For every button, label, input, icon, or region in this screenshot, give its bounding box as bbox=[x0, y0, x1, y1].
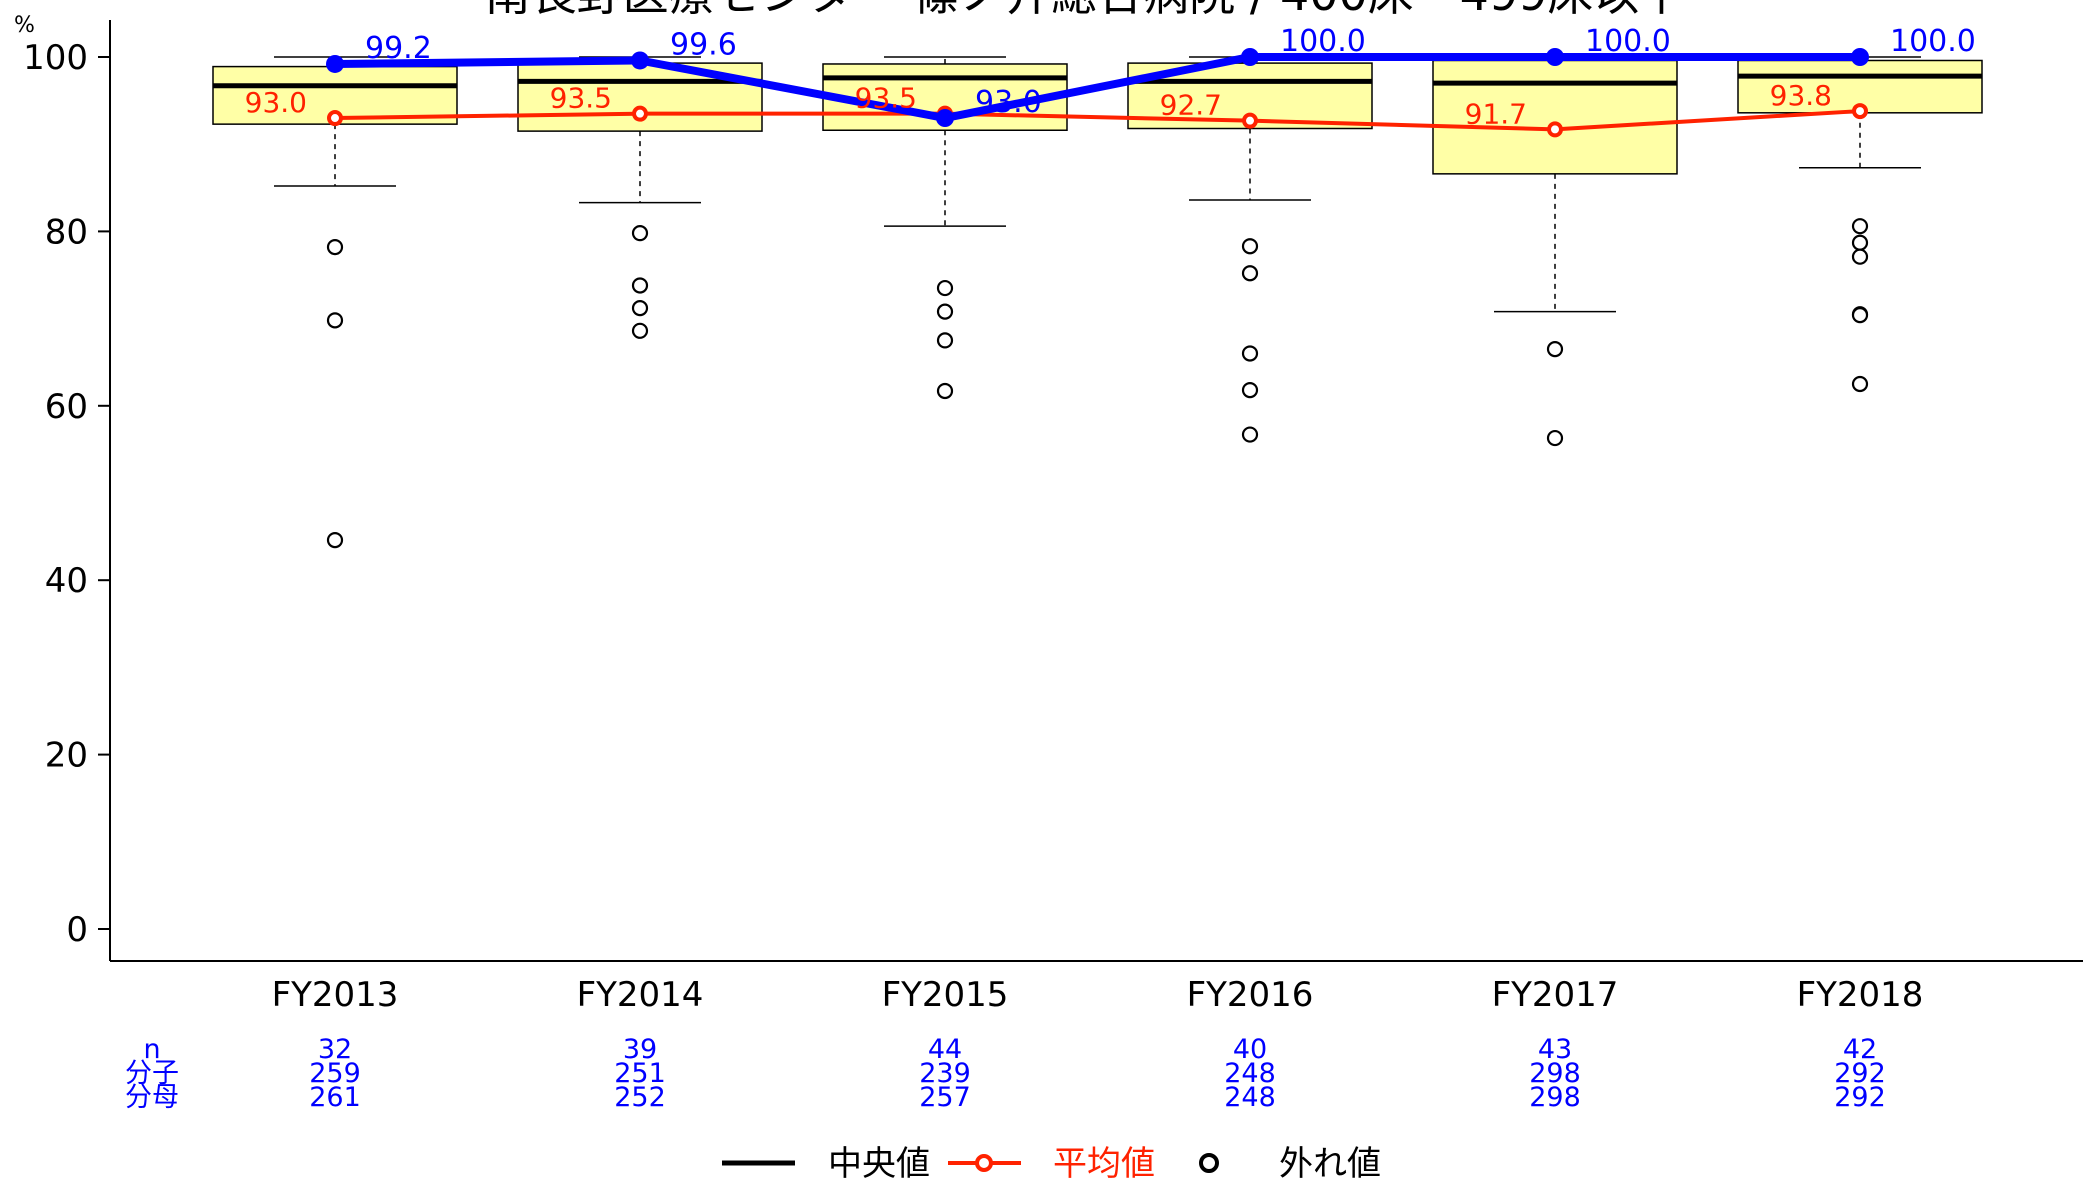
hospital-value-point bbox=[631, 51, 649, 70]
axes: 0 20 40 60 80 100 FY2013 FY2014 FY2015 FY2016 FY20… bbox=[23, 20, 2083, 1015]
mean-point bbox=[327, 110, 343, 127]
hospital-value-point bbox=[1851, 48, 1869, 66]
outlier-point bbox=[1851, 375, 1869, 393]
legend: 中央値 平均値 外れ値 bbox=[722, 1144, 1381, 1184]
table-cell: 298 bbox=[1529, 1058, 1581, 1089]
mean-value-label: 93.5 bbox=[550, 82, 612, 115]
hospital-value-point bbox=[936, 109, 954, 128]
hospital-value-label: 100.0 bbox=[1890, 24, 1976, 59]
table-cell: 251 bbox=[614, 1058, 666, 1089]
table-cell: 32 bbox=[318, 1034, 352, 1065]
hospital-value-label: 99.6 bbox=[670, 27, 737, 62]
outlier-point bbox=[1241, 382, 1259, 399]
series-lines bbox=[326, 48, 1869, 138]
table-row-label: 分母 bbox=[125, 1082, 179, 1113]
legend-outlier-label: 外れ値 bbox=[1279, 1144, 1381, 1180]
table-cell: 39 bbox=[623, 1034, 657, 1065]
hospital-value-label: 100.0 bbox=[1280, 24, 1366, 59]
outlier-point bbox=[631, 300, 649, 317]
mean-value-label: 92.7 bbox=[1160, 89, 1222, 122]
outlier-point bbox=[936, 382, 954, 400]
y-tick-label: 60 bbox=[45, 387, 88, 427]
legend-mean-marker bbox=[975, 1154, 993, 1172]
table-cell: 239 bbox=[919, 1058, 971, 1089]
outlier-point bbox=[1546, 429, 1564, 447]
mean-value-label: 93.5 bbox=[855, 82, 917, 115]
outlier-point bbox=[631, 225, 649, 242]
outlier-point bbox=[1851, 307, 1869, 324]
y-tick-label: 0 bbox=[66, 910, 88, 950]
table-row-label: 分子 bbox=[125, 1058, 179, 1089]
table-cell: 292 bbox=[1834, 1082, 1886, 1113]
table-cell: 257 bbox=[919, 1082, 971, 1113]
legend-median-label: 中央値 bbox=[828, 1144, 930, 1180]
x-tick-label: FY2016 bbox=[1187, 975, 1314, 1015]
outlier-point bbox=[936, 303, 954, 320]
outlier-point bbox=[1241, 265, 1259, 282]
y-tick-label: 80 bbox=[45, 212, 88, 252]
mean-point bbox=[1547, 121, 1563, 138]
mean-point bbox=[1242, 112, 1258, 129]
chart-title: 南長野医療センター 篠ノ井総合病院 / 400床 - 499床以下 bbox=[485, 0, 1686, 21]
mean-value-label: 93.8 bbox=[1770, 79, 1832, 112]
outlier-point bbox=[1241, 345, 1259, 362]
outlier-point bbox=[936, 332, 954, 349]
x-tick-label: FY2015 bbox=[882, 975, 1009, 1015]
table-cell: 43 bbox=[1538, 1034, 1572, 1065]
x-tick-label: FY2018 bbox=[1797, 975, 1924, 1015]
hospital-value-point bbox=[1241, 48, 1259, 66]
y-tick-label: 100 bbox=[23, 38, 88, 78]
y-tick-label: 40 bbox=[45, 561, 88, 601]
hospital-value-label: 99.2 bbox=[365, 31, 432, 66]
hospital-value-label: 93.0 bbox=[975, 85, 1042, 120]
y-axis-label: % bbox=[14, 13, 35, 38]
hospital-value-line bbox=[334, 53, 1860, 123]
hospital-value-point bbox=[1546, 48, 1564, 66]
table-cell: 44 bbox=[928, 1034, 962, 1065]
outlier-point bbox=[1241, 238, 1259, 255]
outlier-point bbox=[1241, 426, 1259, 443]
outlier-point bbox=[326, 312, 344, 329]
mean-point bbox=[632, 105, 648, 122]
x-tick-label: FY2013 bbox=[272, 975, 399, 1015]
x-tick-label: FY2014 bbox=[577, 975, 704, 1015]
outlier-point bbox=[1851, 248, 1869, 265]
legend-outlier-marker bbox=[1199, 1153, 1219, 1173]
table-cell: 298 bbox=[1529, 1082, 1581, 1113]
table-cell: 40 bbox=[1233, 1034, 1267, 1065]
outlier-point bbox=[1851, 218, 1869, 235]
table-cell: 259 bbox=[309, 1058, 361, 1089]
table-cell: 248 bbox=[1224, 1082, 1276, 1113]
y-tick-label: 20 bbox=[45, 736, 88, 776]
table-cell: 292 bbox=[1834, 1058, 1886, 1089]
mean-value-label: 93.0 bbox=[245, 86, 307, 119]
table-row-label: n bbox=[143, 1034, 160, 1065]
legend-mean-label: 平均値 bbox=[1053, 1144, 1155, 1180]
table-cell: 248 bbox=[1224, 1058, 1276, 1089]
table-cell: 261 bbox=[309, 1082, 361, 1113]
x-tick-label: FY2017 bbox=[1492, 975, 1619, 1015]
table-cell: 252 bbox=[614, 1082, 666, 1113]
hospital-value-label: 100.0 bbox=[1585, 24, 1671, 59]
outlier-point bbox=[631, 277, 649, 294]
outlier-point bbox=[326, 238, 344, 256]
outlier-point bbox=[1546, 341, 1564, 358]
mean-value-label: 91.7 bbox=[1465, 97, 1527, 130]
hospital-value-point bbox=[326, 54, 344, 73]
outlier-point bbox=[1851, 234, 1869, 251]
outlier-point bbox=[936, 279, 954, 297]
boxes bbox=[212, 56, 1983, 549]
outlier-point bbox=[631, 322, 649, 339]
outlier-point bbox=[326, 531, 344, 549]
mean-point bbox=[1852, 103, 1868, 120]
table-cell: 42 bbox=[1843, 1034, 1877, 1065]
mean-line bbox=[334, 109, 1861, 132]
data-labels: 99.2 99.6 93.0 100.0 100.0 100.0 93.0 93.5 93.5 9… bbox=[245, 24, 1976, 130]
box-iqr bbox=[1432, 59, 1678, 175]
